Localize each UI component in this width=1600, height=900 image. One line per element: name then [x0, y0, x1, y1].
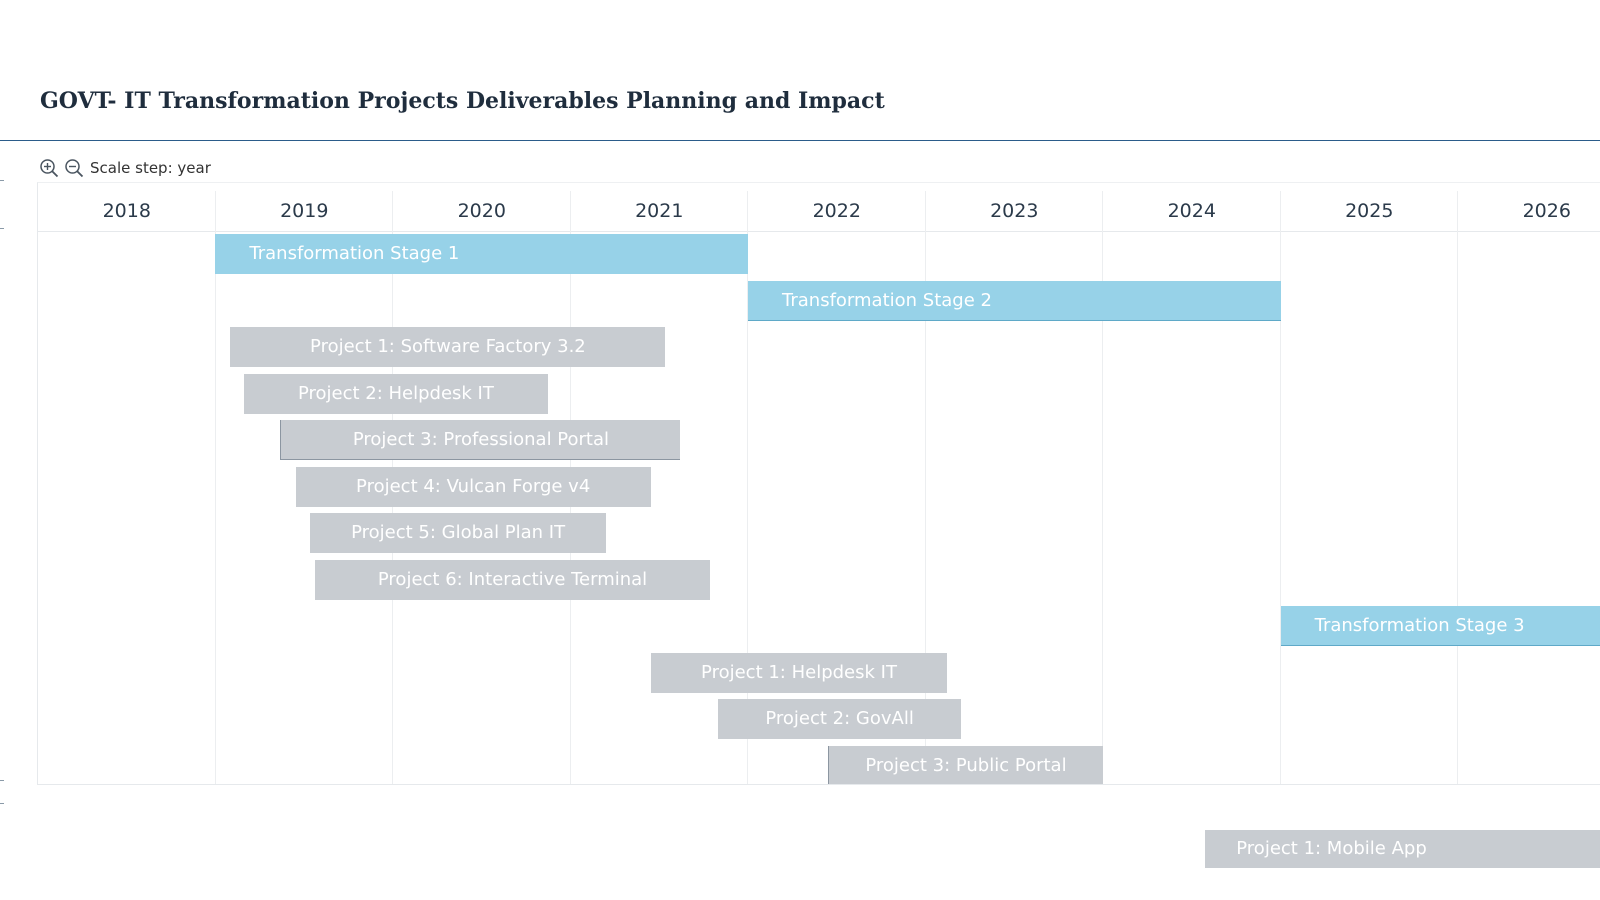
gantt-bar-label: Project 2: Helpdesk IT [297, 382, 494, 404]
year-gridline [747, 191, 748, 784]
gantt-bar-label: Project 2: GovAll [765, 708, 914, 729]
gantt-bar-label: Project 3: Public Portal [865, 754, 1067, 776]
gantt-bar-project-3-professional-portal[interactable]: Project 3: Professional Portal [280, 420, 681, 460]
gantt-bar-label: Transformation Stage 3 [1314, 615, 1525, 636]
gantt-bar-label: Project 1: Mobile App [1236, 838, 1427, 859]
page-title: GOVT- IT Transformation Projects Deliver… [40, 88, 885, 114]
zoom-out-icon[interactable] [63, 157, 85, 179]
year-gridline [1457, 191, 1458, 784]
gantt-bar-label: Transformation Stage 2 [782, 289, 992, 311]
gantt-bar-label: Project 5: Global Plan IT [351, 522, 566, 543]
year-gridline [214, 191, 216, 784]
gantt-bar-project-2-govall[interactable]: Project 2: GovAll [718, 699, 961, 739]
zoom-in-icon[interactable] [38, 157, 60, 179]
year-label-2018: 2018 [102, 200, 151, 222]
year-gridline [1279, 191, 1281, 784]
year-label-2023: 2023 [990, 200, 1039, 222]
title-divider [0, 140, 1600, 141]
gantt-bar-label: Project 6: Interactive Terminal [377, 568, 648, 590]
year-label-2021: 2021 [635, 200, 684, 222]
year-label-2019: 2019 [280, 200, 329, 222]
gantt-bar-project-4-vulcan-forge-v4[interactable]: Project 4: Vulcan Forge v4 [295, 466, 651, 507]
gantt-bar-project-1-mobile-app[interactable]: Project 1: Mobile App [1205, 830, 1600, 868]
year-gridline [1102, 191, 1103, 784]
gantt-bar-project-3-public-portal[interactable]: Project 3: Public Portal [828, 745, 1103, 784]
gantt-bar-project-5-global-plan-it[interactable]: Project 5: Global Plan IT [310, 513, 607, 553]
gantt-bar-label: Project 3: Professional Portal [352, 429, 610, 450]
year-label-2025: 2025 [1345, 200, 1394, 222]
timeline-year-header: 2018 2019 2020 2021 2022 2023 2024 2025 2026 [38, 183, 1600, 232]
scale-step-label: Scale step: year [90, 159, 211, 177]
gantt-chart: 2018 2019 2020 2021 2022 2023 2024 2025 2026 Tra… [37, 182, 1600, 785]
gantt-bar-project-1-helpdesk-it[interactable]: Project 1: Helpdesk IT [650, 652, 948, 693]
scale-toolbar: Scale step: year [38, 156, 211, 180]
year-label-2020: 2020 [457, 200, 506, 222]
gantt-bar-transformation-stage-2[interactable]: Transformation Stage 2 [748, 280, 1281, 321]
gantt-bar-label: Transformation Stage 1 [249, 243, 460, 264]
gantt-bar-transformation-stage-3[interactable]: Transformation Stage 3 [1280, 606, 1600, 646]
year-gridline [924, 191, 926, 784]
gantt-bar-label: Project 1: Helpdesk IT [701, 661, 897, 683]
gantt-bar-label: Project 4: Vulcan Forge v4 [356, 475, 591, 497]
gantt-bar-project-1-software-factory-3-2[interactable]: Project 1: Software Factory 3.2 [230, 327, 666, 367]
gantt-bar-project-2-helpdesk-it[interactable]: Project 2: Helpdesk IT [244, 373, 548, 414]
year-label-2024: 2024 [1167, 200, 1216, 222]
year-label-2026: 2026 [1522, 200, 1571, 222]
gantt-bar-label: Project 1: Software Factory 3.2 [310, 336, 586, 357]
gantt-bar-project-6-interactive-terminal[interactable]: Project 6: Interactive Terminal [315, 559, 711, 600]
gantt-bar-transformation-stage-1[interactable]: Transformation Stage 1 [215, 234, 748, 274]
year-label-2022: 2022 [812, 200, 861, 222]
